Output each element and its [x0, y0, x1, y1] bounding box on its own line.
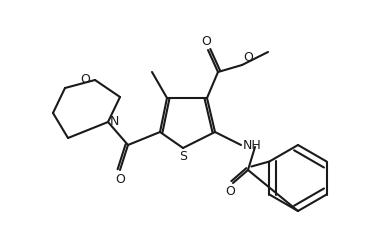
Text: O: O [225, 185, 235, 198]
Text: O: O [243, 51, 253, 64]
Text: N: N [110, 115, 119, 127]
Text: NH: NH [243, 139, 262, 151]
Text: O: O [115, 173, 125, 186]
Text: S: S [179, 150, 187, 163]
Text: O: O [80, 73, 90, 85]
Text: O: O [201, 35, 211, 48]
